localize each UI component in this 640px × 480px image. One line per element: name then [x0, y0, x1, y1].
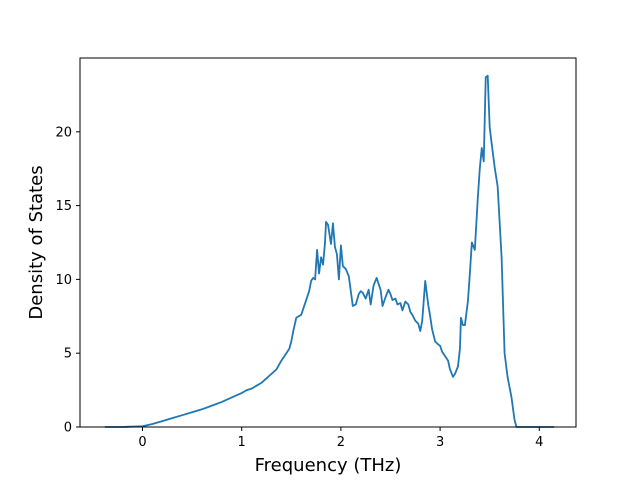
x-tick-label: 2: [337, 435, 345, 450]
x-tick-label: 1: [238, 435, 246, 450]
y-tick-label: 20: [55, 125, 72, 140]
y-tick-label: 0: [64, 421, 72, 436]
y-axis-label: Density of States: [26, 165, 47, 319]
y-tick-label: 15: [55, 199, 72, 214]
tick-layer: 0 1 2 3 4 0 5 10 15 20: [55, 125, 543, 450]
y-tick-label: 10: [55, 273, 72, 288]
x-axis-label: Frequency (THz): [255, 455, 402, 476]
x-tick-label: 0: [138, 435, 146, 450]
y-tick-label: 5: [64, 347, 72, 362]
x-tick-label: 4: [535, 435, 543, 450]
plot-frame: [79, 57, 577, 428]
dos-series-line-0: [104, 74, 555, 428]
series-layer: [104, 74, 555, 428]
x-tick-label: 3: [436, 435, 444, 450]
